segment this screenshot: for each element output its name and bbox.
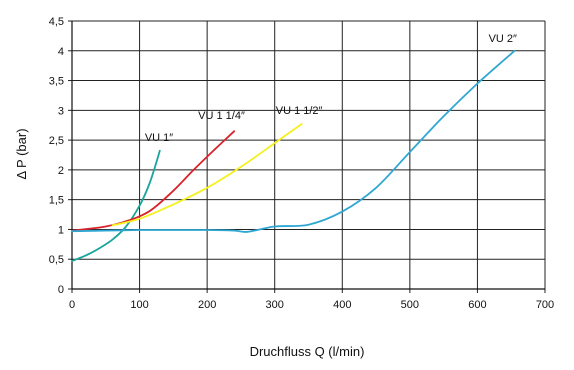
x-tick-label: 500 (401, 299, 419, 311)
grid (71, 20, 546, 290)
x-tick-label: 600 (468, 299, 486, 311)
x-axis-title: Druchfluss Q (l/min) (250, 344, 365, 359)
axes: 0 0,5 1 1,5 2 2,5 3 3,5 4 4,5 0 100 200 300 400 500 600 7… (49, 16, 554, 311)
series-label: VU 1 1/2″ (276, 105, 323, 117)
y-tick-label: 2 (58, 165, 64, 177)
series-line (71, 149, 161, 262)
series-lines (71, 49, 516, 262)
series-label: VU 1″ (145, 132, 173, 144)
x-tick-label: 200 (198, 299, 216, 311)
y-axis-title: Δ P (bar) (14, 128, 29, 179)
y-tick-label: 4 (58, 46, 64, 58)
y-tick-label: 1,5 (49, 195, 64, 207)
y-tick-label: 0 (58, 284, 64, 296)
y-tick-label: 3,5 (49, 76, 64, 88)
y-tick-label: 0,5 (49, 254, 64, 266)
y-tick-label: 3 (58, 105, 64, 117)
series-line (71, 49, 516, 233)
y-tick-label: 1 (58, 224, 64, 236)
y-tick-label: 4,5 (49, 16, 64, 28)
series-labels: VU 1″ VU 1 1/4″ VU 1 1/2″ VU 2″ (145, 33, 517, 144)
x-tick-label: 0 (69, 299, 75, 311)
series-label: VU 2″ (489, 33, 517, 45)
x-tick-label: 400 (333, 299, 351, 311)
x-tick-label: 300 (266, 299, 284, 311)
y-tick-label: 2,5 (49, 135, 64, 147)
x-tick-label: 700 (536, 299, 554, 311)
series-line (111, 123, 303, 227)
x-tick-label: 100 (130, 299, 148, 311)
series-label: VU 1 1/4″ (198, 110, 245, 122)
series-line (71, 130, 236, 232)
